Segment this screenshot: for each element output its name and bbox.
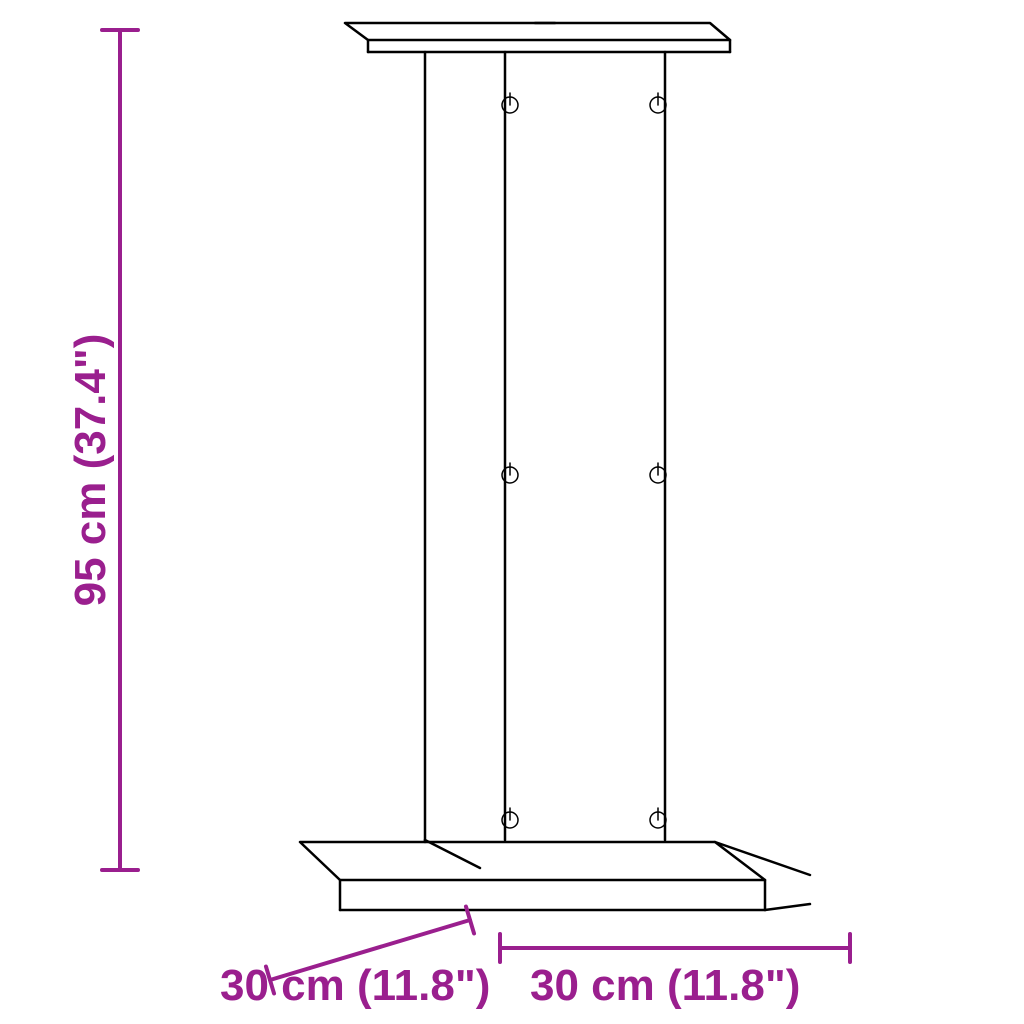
height-cm-label: 95 cm (37.4") — [66, 334, 115, 607]
width-label: 30 cm (11.8") — [530, 961, 800, 1010]
product-outline — [300, 23, 810, 910]
depth-label: 30 cm (11.8") — [220, 961, 490, 1010]
